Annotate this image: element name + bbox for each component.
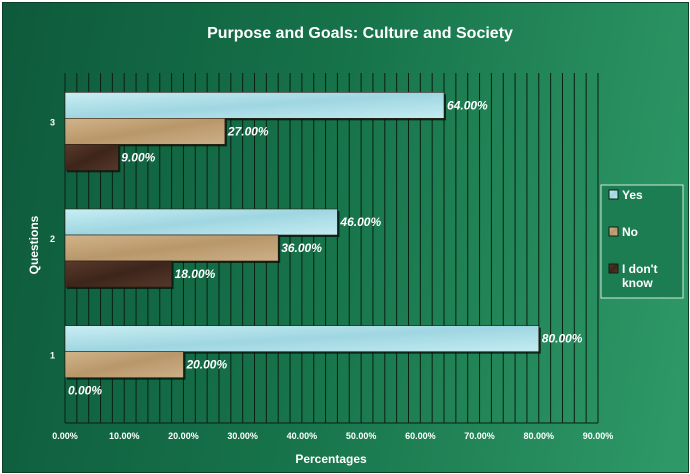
bar-chart: Purpose and Goals: Culture and Society 8… bbox=[27, 25, 684, 466]
bar-yes-3 bbox=[64, 92, 445, 119]
x-tick-label: 60.00% bbox=[405, 431, 436, 441]
x-tick-label: 10.00% bbox=[109, 431, 140, 441]
x-tick-label: 20.00% bbox=[168, 431, 199, 441]
legend-swatch bbox=[608, 189, 619, 200]
legend-swatch bbox=[608, 263, 619, 274]
data-label: 18.00% bbox=[175, 267, 216, 281]
data-label: 46.00% bbox=[339, 215, 381, 229]
legend-swatch bbox=[608, 226, 619, 237]
y-tick-label: 1 bbox=[50, 351, 55, 361]
y-tick-labels: 1 2 3 bbox=[50, 117, 55, 360]
x-tick-label: 30.00% bbox=[227, 431, 258, 441]
data-label: 20.00% bbox=[185, 358, 227, 372]
data-label: 9.00% bbox=[121, 150, 155, 164]
bars bbox=[64, 92, 541, 380]
bar-i-don-t-know-3 bbox=[64, 144, 119, 171]
legend-box bbox=[600, 184, 684, 299]
bar-yes-1 bbox=[64, 325, 540, 352]
data-labels: 80.00% 20.00% 0.00% 46.00% 36.00% 18.00% 64.00… bbox=[68, 98, 583, 397]
x-tick-labels: 0.00% 10.00% 20.00% 30.00% 40.00% 50.00% 60.00… bbox=[52, 431, 613, 441]
y-tick-label: 3 bbox=[50, 117, 55, 127]
bar-yes-2 bbox=[64, 208, 338, 236]
legend: Yes No I don't know bbox=[600, 184, 684, 299]
legend-label: No bbox=[622, 225, 638, 239]
bar-no-3 bbox=[64, 118, 226, 145]
x-axis-title: Percentages bbox=[295, 452, 367, 466]
data-label: 36.00% bbox=[281, 241, 322, 255]
data-label: 0.00% bbox=[68, 384, 102, 398]
y-axis-title: Questions bbox=[27, 215, 41, 274]
bar-no-1 bbox=[64, 351, 184, 378]
data-label: 80.00% bbox=[542, 332, 583, 346]
y-tick-label: 2 bbox=[50, 234, 55, 244]
bar-i-don-t-know-2 bbox=[64, 260, 172, 288]
chart-title: Purpose and Goals: Culture and Society bbox=[207, 25, 513, 42]
data-label: 64.00% bbox=[447, 98, 488, 112]
legend-label: Yes bbox=[622, 188, 643, 202]
x-tick-label: 40.00% bbox=[287, 431, 318, 441]
x-tick-label: 80.00% bbox=[524, 431, 555, 441]
bar-no-2 bbox=[64, 234, 279, 262]
data-label: 27.00% bbox=[227, 124, 269, 138]
x-tick-label: 50.00% bbox=[346, 431, 377, 441]
x-tick-label: 0.00% bbox=[52, 431, 78, 441]
legend-label: I don't know bbox=[622, 262, 658, 290]
x-tick-label: 70.00% bbox=[464, 431, 495, 441]
x-tick-label: 90.00% bbox=[583, 431, 614, 441]
